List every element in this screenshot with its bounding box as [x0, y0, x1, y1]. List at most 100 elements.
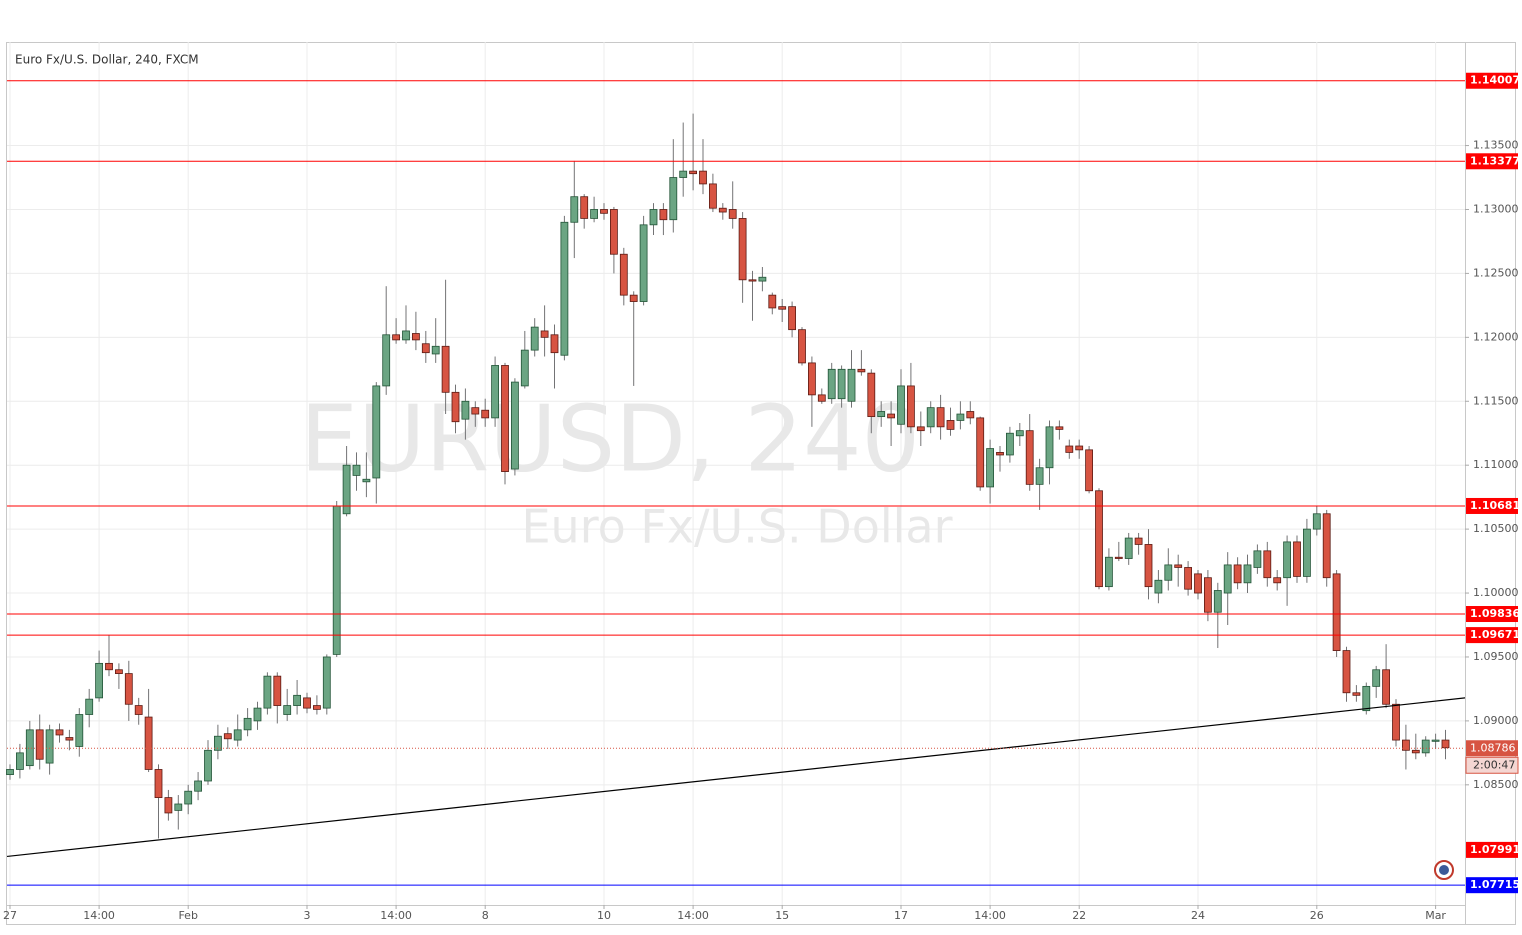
- price-label-bg: [1466, 153, 1518, 170]
- candle-body: [322, 656, 331, 709]
- candle-body: [877, 411, 886, 418]
- price-label-bg: [1466, 606, 1518, 623]
- candle-body: [164, 797, 173, 814]
- candle-body: [718, 207, 727, 213]
- y-tick-label: 1.13500: [1473, 139, 1519, 152]
- candle-body: [1065, 445, 1074, 453]
- candle-body: [194, 780, 203, 792]
- candle-body: [1332, 573, 1341, 651]
- candle-body: [530, 326, 539, 351]
- price-label-bg: [1466, 72, 1518, 89]
- candle-body: [1075, 445, 1084, 451]
- candle-body: [768, 294, 777, 309]
- candle-body: [907, 385, 915, 428]
- candle-body: [1402, 739, 1410, 751]
- candle-body: [372, 385, 381, 479]
- candle-body: [1273, 577, 1282, 584]
- marks: [6, 113, 1450, 839]
- candle-body: [75, 714, 84, 747]
- candle-body: [738, 218, 747, 281]
- candle-body: [1322, 513, 1331, 579]
- x-tick-label: Feb: [178, 909, 197, 922]
- candle-body: [263, 675, 272, 709]
- y-tick-label: 1.10500: [1473, 522, 1519, 535]
- candle-body: [1015, 430, 1024, 437]
- price-label-bg: [1466, 841, 1518, 858]
- x-tick-label: 14:00: [677, 909, 709, 922]
- candle-body: [600, 209, 608, 214]
- candle-body: [847, 368, 856, 402]
- candle-body: [788, 306, 796, 331]
- x-tick-label: 24: [1191, 909, 1205, 922]
- candle-body: [946, 420, 955, 430]
- candle-body: [590, 209, 598, 219]
- candle-body: [827, 368, 836, 400]
- candle-body: [699, 170, 707, 185]
- candle-body: [481, 409, 490, 419]
- x-tick-label: 26: [1310, 909, 1324, 922]
- candle-body: [1441, 739, 1450, 749]
- candle-body: [619, 253, 628, 296]
- price-label: 1.10681: [1470, 499, 1520, 512]
- candle-body: [1164, 564, 1173, 581]
- candle-body: [213, 735, 222, 751]
- candle-body: [1184, 567, 1192, 590]
- candle-body: [976, 417, 985, 488]
- candle-body: [1293, 541, 1301, 577]
- candle-body: [1114, 556, 1123, 559]
- candle-body: [679, 170, 688, 178]
- candle-body: [1223, 564, 1232, 594]
- price-label: 1.13377: [1470, 154, 1520, 167]
- x-tick-label: Mar: [1425, 909, 1446, 922]
- candle-body: [1362, 685, 1371, 712]
- candle-body: [392, 334, 401, 341]
- candle-body: [570, 196, 579, 223]
- candle-body: [55, 729, 64, 736]
- price-label-bg: [1466, 877, 1518, 894]
- y-tick-label: 1.13000: [1473, 202, 1519, 215]
- candle-body: [659, 209, 668, 221]
- candle-body: [1421, 739, 1430, 754]
- candle-body: [134, 705, 143, 715]
- y-tick-label: 1.12000: [1473, 330, 1519, 343]
- candle-body: [510, 381, 519, 470]
- candle-body: [174, 803, 183, 811]
- candle-body: [758, 276, 767, 282]
- countdown-bg: [1465, 756, 1519, 774]
- candle-body: [25, 729, 34, 767]
- candle-body: [639, 224, 648, 302]
- candle-body: [115, 669, 123, 674]
- y-tick-label: 1.09500: [1473, 650, 1519, 663]
- candle-body: [402, 330, 410, 341]
- last-price-bg: [1466, 740, 1518, 757]
- candle-body: [273, 675, 282, 706]
- x-tick-label: 22: [1072, 909, 1086, 922]
- overlay: [7, 80, 1465, 886]
- watermark: EURUSD, 240: [300, 385, 920, 492]
- candle-body: [629, 294, 638, 302]
- y-tick-label: 1.08500: [1473, 778, 1519, 791]
- y-tick-label: 1.12500: [1473, 266, 1519, 279]
- candle-body: [1144, 544, 1153, 588]
- candle-body: [352, 464, 361, 476]
- y-tick-label: 1.10000: [1473, 586, 1519, 599]
- candle-body: [1035, 467, 1044, 485]
- frame: [6, 42, 1516, 925]
- candle-body: [1382, 669, 1390, 705]
- candle-body: [887, 413, 895, 419]
- watermark-subtitle: Euro Fx/U.S. Dollar: [521, 500, 952, 554]
- candle-body: [520, 349, 529, 387]
- candle-body: [253, 707, 262, 722]
- event-icon-inner: [1439, 865, 1449, 875]
- candle-body: [837, 368, 846, 400]
- candle-body: [332, 505, 341, 655]
- candle-body: [1085, 449, 1093, 492]
- candle-body: [778, 306, 787, 310]
- candle-body: [540, 330, 549, 338]
- candle-body: [798, 329, 806, 364]
- candle-body: [1233, 564, 1242, 584]
- x-tick-label: 14:00: [83, 909, 115, 922]
- candle-body: [1134, 537, 1143, 545]
- candle-body: [649, 209, 658, 226]
